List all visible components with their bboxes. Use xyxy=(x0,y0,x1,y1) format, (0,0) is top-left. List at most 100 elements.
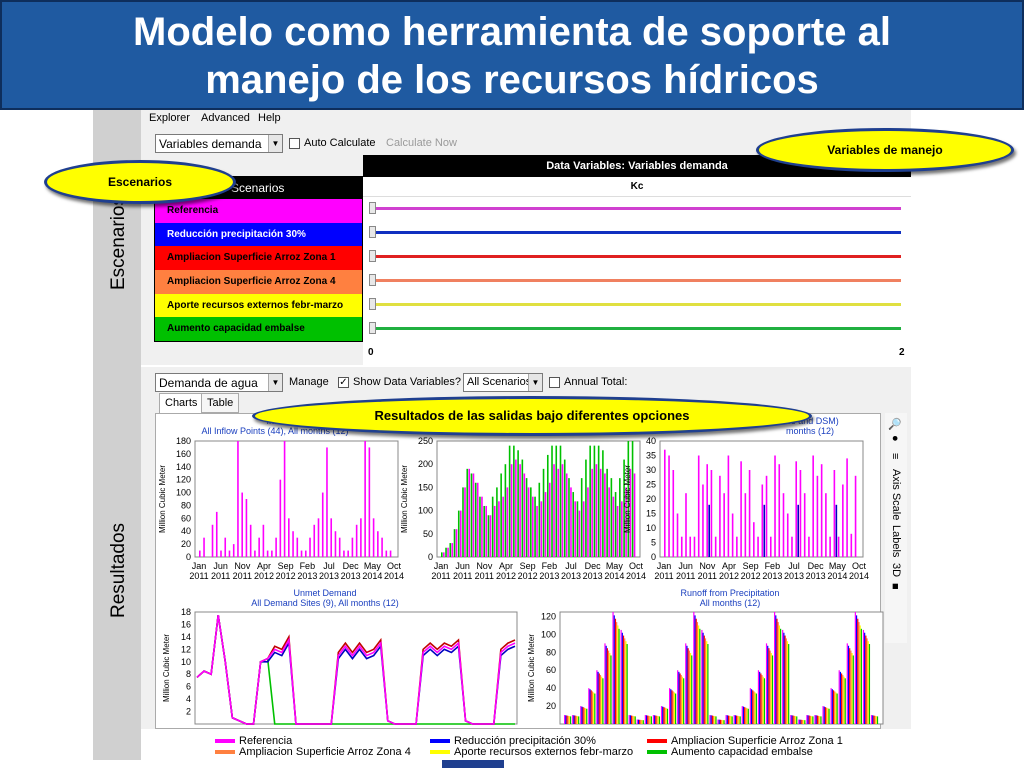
result-select[interactable]: Demanda de agua ▼ xyxy=(155,373,283,392)
scenario-row[interactable]: Ampliacion Superficie Arroz Zona 4 xyxy=(155,270,362,294)
bar xyxy=(782,629,784,724)
bar xyxy=(767,645,769,724)
bar xyxy=(746,708,748,724)
chart-tools: 🔍 ● ≡ Axis Scale Labels 3D ■ xyxy=(885,413,907,643)
bar xyxy=(360,518,362,557)
bar xyxy=(727,715,730,724)
bar xyxy=(644,715,646,724)
bar xyxy=(714,536,717,557)
bar xyxy=(857,618,859,724)
menu-advanced[interactable]: Advanced xyxy=(201,112,250,124)
kc-slider-handle[interactable] xyxy=(369,298,376,310)
bar xyxy=(618,628,620,724)
annual-total-checkbox[interactable] xyxy=(549,377,560,388)
bar xyxy=(614,492,617,557)
bar xyxy=(676,513,679,557)
y-tick-label: 10 xyxy=(646,523,656,533)
x-tick-label: 2011 xyxy=(698,571,717,581)
variable-select[interactable]: Variables demanda ▼ xyxy=(155,134,283,153)
bar xyxy=(771,655,774,724)
bar xyxy=(670,689,672,724)
bar xyxy=(835,504,838,557)
bar xyxy=(800,719,802,724)
x-tick-label: 2013 xyxy=(583,571,603,581)
bar xyxy=(656,715,658,724)
y-tick-label: 4 xyxy=(186,694,191,704)
axis-min-label: 0 xyxy=(368,347,374,358)
x-tick-label: Oct xyxy=(387,561,402,571)
bar xyxy=(377,531,379,557)
bar xyxy=(623,459,625,557)
bar xyxy=(854,612,856,724)
bar xyxy=(872,715,874,724)
bar xyxy=(493,505,496,557)
kc-slider-handle[interactable] xyxy=(369,202,376,214)
scenario-row[interactable]: Referencia xyxy=(155,199,362,223)
bar xyxy=(785,638,787,724)
callout-escenarios: Escenarios xyxy=(44,160,236,204)
bar xyxy=(748,470,751,557)
kc-slider-handle[interactable] xyxy=(369,250,376,262)
calculate-now-button[interactable]: Calculate Now xyxy=(386,137,457,149)
bar xyxy=(536,505,538,557)
y-tick-label: 20 xyxy=(546,701,556,711)
bar xyxy=(594,693,596,724)
x-tick-label: 2012 xyxy=(741,571,761,581)
scenario-select[interactable]: All Scenarios ▼ xyxy=(463,373,543,392)
bar xyxy=(678,671,680,724)
bar xyxy=(835,692,837,724)
scenario-row[interactable]: Aporte recursos externos febr-marzo xyxy=(155,293,362,318)
bar xyxy=(368,447,371,557)
x-tick-label: 2011 xyxy=(211,571,230,581)
kc-slider-handle[interactable] xyxy=(369,226,376,238)
bar xyxy=(275,537,277,557)
legend-item: Aumento capacidad embalse xyxy=(647,746,813,758)
scenario-row[interactable]: Aumento capacidad embalse xyxy=(155,317,362,342)
bar xyxy=(838,670,840,724)
bar xyxy=(564,715,566,724)
bar xyxy=(757,670,760,724)
bar xyxy=(778,625,780,724)
show-data-variables-checkbox[interactable]: ✓ xyxy=(338,377,349,388)
kc-slider-handle[interactable] xyxy=(369,274,376,286)
chart4-title-line2: All Demand Sites (9), All months (12) xyxy=(251,598,399,608)
bar xyxy=(474,482,477,557)
x-tick-label: 2013 xyxy=(762,571,782,581)
bar xyxy=(624,638,626,724)
bar xyxy=(770,653,772,724)
bar xyxy=(654,715,656,724)
bar xyxy=(830,688,832,724)
legend-item: Reducción precipitación 30% xyxy=(430,735,596,747)
bar xyxy=(351,537,354,557)
bar xyxy=(455,529,458,557)
bar xyxy=(620,629,622,724)
bar xyxy=(321,492,324,557)
bar xyxy=(757,536,759,557)
bar xyxy=(553,464,555,557)
menu-explorer[interactable]: Explorer xyxy=(149,112,190,124)
x-tick-label: 2014 xyxy=(604,571,624,581)
x-tick-label: 2011 xyxy=(431,571,450,581)
auto-calculate-checkbox[interactable] xyxy=(289,138,300,149)
manage-button[interactable]: Manage xyxy=(289,376,329,388)
bar xyxy=(534,496,536,557)
bar xyxy=(812,716,814,724)
bar xyxy=(669,688,671,724)
scenario-row[interactable]: Ampliacion Superficie Arroz Zona 1 xyxy=(155,246,362,271)
bar xyxy=(715,716,717,724)
bar xyxy=(578,716,580,724)
scenario-row[interactable]: Reducción precipitación 30% xyxy=(155,222,362,247)
bar xyxy=(750,689,753,724)
bar xyxy=(769,536,772,557)
bar xyxy=(801,719,804,724)
bar xyxy=(468,468,471,557)
y-tick-label: 6 xyxy=(186,682,191,692)
menu-help[interactable]: Help xyxy=(258,112,281,124)
kc-slider-handle[interactable] xyxy=(369,322,376,334)
tab-table[interactable]: Table xyxy=(201,393,240,413)
bar xyxy=(513,445,515,557)
x-tick-label: Jun xyxy=(213,561,228,571)
bar xyxy=(470,473,473,557)
bar xyxy=(622,635,625,724)
